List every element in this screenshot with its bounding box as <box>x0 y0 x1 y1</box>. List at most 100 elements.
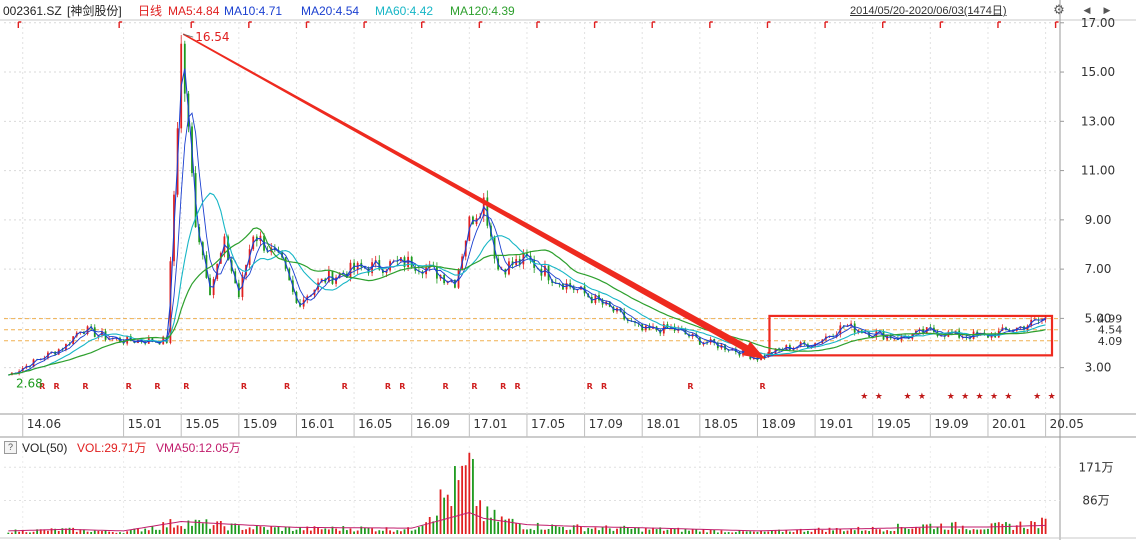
volume-bar <box>36 529 39 534</box>
volume-bar <box>72 527 75 534</box>
x-tick-label: 17.01 <box>473 417 507 431</box>
triangle-right-icon[interactable]: ▶ <box>1103 5 1111 15</box>
volume-bar <box>720 530 723 534</box>
star-event-marker: ★ <box>1048 392 1056 402</box>
period-label[interactable]: 日线 <box>138 4 163 18</box>
x-tick-label: 17.05 <box>531 417 565 431</box>
volume-bar <box>882 531 885 534</box>
volume-bar <box>111 532 114 534</box>
volume-bar <box>482 521 485 534</box>
volume-bar <box>547 529 550 534</box>
reference-label: 4.99 <box>1098 313 1123 326</box>
date-range[interactable]: 2014/05/20-2020/06/03(1474日) <box>850 5 1007 17</box>
volume-bar <box>327 529 330 534</box>
volume-bar <box>75 531 78 534</box>
volume-bar <box>266 529 269 534</box>
volume-bar <box>943 529 946 534</box>
star-event-marker: ★ <box>875 392 883 402</box>
volume-bar <box>472 458 474 534</box>
volume-bar <box>824 531 827 534</box>
volume-bar <box>439 489 442 534</box>
volume-bar <box>219 521 222 534</box>
volume-bar <box>518 523 521 534</box>
volume-bar <box>551 524 554 534</box>
volume-bar <box>1037 528 1040 534</box>
top-event-marker <box>118 21 123 28</box>
top-event-marker <box>17 21 22 28</box>
star-event-marker: ★ <box>904 392 912 402</box>
price-y-tick-label: 3.00 <box>1085 361 1112 375</box>
volume-bar <box>558 526 561 534</box>
volume-bar <box>360 526 363 534</box>
volume-bar <box>623 525 626 534</box>
volume-bar <box>522 529 525 534</box>
volume-bar <box>515 523 518 534</box>
r-event-marker: R <box>241 382 247 391</box>
volume-bar <box>1015 525 1018 534</box>
volume-bar <box>673 528 676 534</box>
volume-bar <box>756 531 759 534</box>
volume-bar <box>151 526 154 534</box>
volume-bar <box>911 528 914 534</box>
r-event-marker: R <box>342 382 348 391</box>
volume-bar <box>410 530 413 534</box>
volume-bar <box>879 529 881 534</box>
volume-bar <box>1001 523 1004 534</box>
volume-bar <box>612 530 615 534</box>
x-tick-label: 14.06 <box>27 417 61 431</box>
volume-bar <box>277 526 280 534</box>
volume-bar <box>198 520 201 534</box>
volume-bar <box>529 528 532 534</box>
volume-bar <box>454 466 456 534</box>
volume-bar <box>662 530 665 534</box>
top-event-marker <box>248 21 252 28</box>
volume-bar <box>227 530 229 534</box>
volume-bar <box>843 531 845 534</box>
volume-bar <box>904 527 907 534</box>
r-event-marker: R <box>39 382 45 391</box>
volume-bar <box>25 532 28 534</box>
volume-bar <box>446 494 449 534</box>
volume-bar <box>511 518 514 534</box>
volume-bar <box>536 522 539 534</box>
volume-bar <box>367 527 370 534</box>
low-price-label: 2.68 <box>16 377 43 391</box>
volume-bar <box>875 529 878 534</box>
x-tick-label: 16.05 <box>358 417 392 431</box>
ma5-legend: MA5:4.84 <box>168 4 220 18</box>
star-event-marker: ★ <box>947 392 955 402</box>
volume-bar <box>57 530 60 534</box>
volume-bar <box>21 529 24 534</box>
volume-bar <box>331 526 334 534</box>
r-event-marker: R <box>82 382 88 391</box>
volume-bar <box>144 528 147 534</box>
volume-bar <box>684 528 687 534</box>
triangle-left-icon[interactable]: ◀ <box>1083 5 1091 15</box>
price-y-tick-label: 13.00 <box>1081 114 1115 128</box>
reference-label: 4.09 <box>1098 335 1123 348</box>
volume-bar <box>421 525 424 534</box>
volume-bar <box>666 529 669 534</box>
volume-bar <box>165 527 168 534</box>
volume-bar <box>1019 521 1022 534</box>
consolidation-box <box>768 314 1054 357</box>
volume-bar <box>173 527 175 534</box>
volume-bar <box>792 532 795 534</box>
volume-bar <box>158 529 161 534</box>
volume-bar <box>979 529 982 534</box>
volume-bar <box>871 526 874 534</box>
ma60-legend: MA60:4.42 <box>375 4 434 18</box>
volume-bar <box>936 526 939 534</box>
gear-icon[interactable]: ⚙ <box>1053 2 1065 17</box>
question-icon[interactable]: ? <box>4 441 17 454</box>
volume-bar <box>540 529 543 534</box>
volume-bar <box>338 530 341 534</box>
volume-bar <box>345 530 348 534</box>
price-y-tick-label: 17.00 <box>1081 16 1115 30</box>
r-event-marker: R <box>759 382 765 391</box>
volume-bar <box>234 523 237 534</box>
r-event-marker: R <box>284 382 290 391</box>
volume-bar <box>850 528 853 534</box>
